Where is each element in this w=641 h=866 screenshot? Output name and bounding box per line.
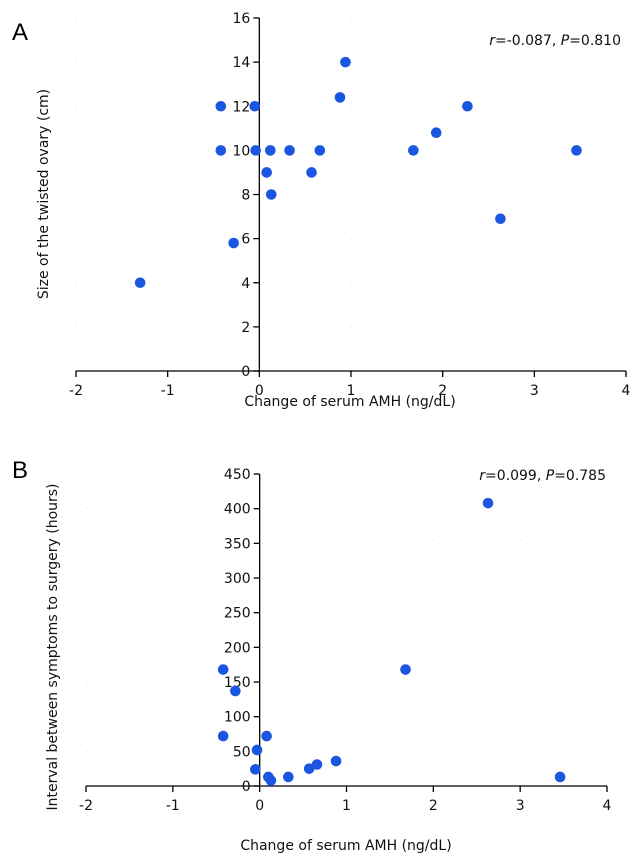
panel-a-y-tick-label: 6: [241, 232, 250, 248]
panel-b-data-point: [261, 730, 272, 742]
panel-b-data-point: [217, 664, 229, 675]
panel-b-axes: [86, 474, 607, 787]
panel-b-correlation-annotation: r=0.099, P=0.785: [479, 468, 606, 484]
panel-b-points: [217, 497, 566, 786]
panel-b-data-point: [482, 497, 494, 509]
panel-b-y-tick-label: 450: [224, 467, 251, 483]
panel-b-x-tick-label: -1: [166, 798, 180, 814]
panel-b-data-point: [283, 771, 294, 783]
panel-b-y-tick-label: 100: [224, 710, 251, 726]
panel-a-x-tick-label: -1: [161, 383, 175, 399]
panel-a-x-tick-label: 4: [622, 383, 631, 399]
panel-b-data-point: [217, 730, 229, 742]
panel-a-r-label: r: [489, 33, 496, 49]
panel-a-p-label: P: [561, 33, 570, 49]
panel-a-data-point: [430, 127, 442, 139]
panel-a-y-tick-label: 16: [233, 11, 251, 27]
panel-a-data-point: [408, 145, 419, 156]
panel-b-data-point: [554, 771, 566, 783]
panel-a-y-tick-label: 14: [233, 55, 251, 71]
panel-b-data-point: [303, 763, 315, 774]
panel-a-y-tick-label: 0: [241, 364, 250, 380]
panel-b-data-point: [311, 759, 323, 770]
panel-a-data-point: [265, 145, 276, 156]
panel-b-data-point: [330, 755, 342, 767]
panel-a-data-point: [284, 145, 295, 156]
panel-b-y-tick-label: 350: [224, 536, 251, 552]
panel-b-data-point: [265, 775, 277, 786]
panel-b-x-tick-label: 3: [516, 798, 525, 814]
panel-b-r-label: r: [479, 468, 486, 484]
panel-b-r-value: =0.099,: [485, 468, 546, 484]
panel-b-data-point: [251, 744, 263, 756]
panel-a-data-point: [228, 237, 239, 249]
panel-a-data-point: [134, 277, 146, 289]
panel-b-letter: B: [12, 457, 28, 484]
panel-b-x-axis-title: Change of serum AMH (ng/dL): [240, 838, 451, 854]
panel-b-ticks: -2 -1 0 1 2 3 4 0 50 100 150 200 250 300 350 400 450: [79, 467, 612, 814]
panel-b-x-tick-label: 4: [603, 798, 612, 814]
panel-a-y-tick-label: 12: [233, 99, 251, 115]
panel-b-y-axis-title: Interval between symptoms to surgery (ho…: [45, 483, 61, 810]
panel-b-y-tick-label: 200: [224, 640, 251, 656]
panel-a-y-tick-label: 4: [241, 276, 250, 292]
panel-b-y-tick-label: 250: [224, 606, 251, 622]
panel-a-y-tick-label: 8: [241, 188, 250, 204]
panel-b-scatter-chart: B -2 -1 0 1 2 3 4 0 50 100 150 200 250 300 350 400 450 C…: [12, 457, 612, 854]
panel-b-y-tick-label: 150: [224, 675, 251, 691]
panel-a-letter: A: [12, 19, 28, 46]
panel-b-grid: [85, 473, 608, 786]
panel-a-correlation-annotation: r=-0.087, P=0.810: [489, 33, 621, 49]
panel-a-y-axis-title: Size of the twisted ovary (cm): [36, 89, 52, 299]
panel-a-data-point: [314, 145, 326, 156]
panel-b-p-label: P: [546, 468, 555, 484]
panel-a-x-tick-label: 0: [255, 383, 264, 399]
panel-b-data-point: [400, 664, 411, 675]
panel-a-points: [134, 56, 582, 289]
panel-a-x-axis-title: Change of serum AMH (ng/dL): [244, 394, 455, 410]
panel-a-data-point: [215, 145, 227, 156]
panel-b-y-tick-label: 300: [224, 571, 251, 587]
panel-a-x-tick-label: 2: [438, 383, 447, 399]
panel-a-x-tick-label: -2: [69, 383, 83, 399]
panel-b-x-tick-label: 0: [255, 798, 264, 814]
panel-a-data-point: [495, 213, 506, 225]
panel-a-y-tick-label: 2: [241, 320, 250, 336]
panel-a-data-point: [215, 100, 227, 112]
panel-b-data-point: [230, 685, 241, 697]
panel-a-p-value: =0.810: [569, 33, 621, 49]
panel-a-data-point: [249, 100, 261, 112]
panel-b-p-value: =0.785: [554, 468, 606, 484]
panel-b-x-tick-label: 2: [429, 798, 438, 814]
panel-a-data-point: [261, 167, 272, 178]
panel-a-data-point: [571, 145, 582, 156]
panel-a-data-point: [265, 189, 277, 200]
panel-a-y-tick-label: 10: [233, 143, 251, 159]
panel-b-y-tick-label: 400: [224, 502, 251, 518]
panel-a-x-tick-label: 1: [347, 383, 356, 399]
panel-a-data-point: [250, 145, 261, 156]
panel-a-data-point: [462, 100, 473, 112]
panel-b-y-tick-label: 0: [242, 779, 251, 795]
panel-b-y-tick-label: 50: [233, 744, 251, 760]
panel-a-data-point: [340, 56, 351, 68]
panel-b-x-tick-label: -2: [79, 798, 93, 814]
panel-a-grid: [75, 17, 627, 371]
panel-a-x-tick-label: 3: [530, 383, 539, 399]
panel-a-data-point: [334, 92, 346, 103]
panel-a-data-point: [306, 167, 317, 178]
panel-a-r-value: =-0.087,: [495, 33, 561, 49]
panel-b-data-point: [250, 764, 261, 775]
panel-b-x-tick-label: 1: [342, 798, 351, 814]
